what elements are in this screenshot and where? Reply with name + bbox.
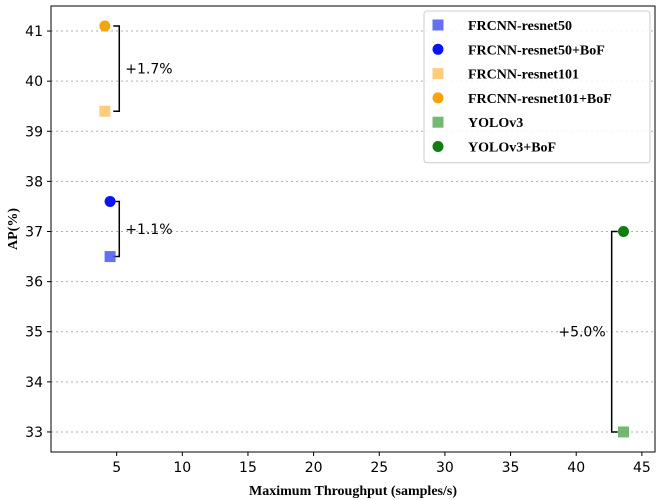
legend-entry: FRCNN-resnet50+BoF — [468, 43, 605, 58]
points-layer — [99, 20, 629, 438]
legend-entry: FRCNN-resnet101+BoF — [468, 92, 612, 107]
y-tick-label: 41 — [25, 24, 43, 40]
annotation-label: +5.0% — [558, 325, 605, 341]
x-tick-label: 15 — [239, 460, 257, 476]
x-tick-label: 30 — [436, 460, 454, 476]
data-point-circle — [104, 195, 116, 207]
legend-marker-circle — [432, 141, 444, 152]
y-tick-label: 39 — [25, 124, 43, 140]
x-tick-label: 35 — [502, 460, 520, 476]
x-tick-label: 40 — [567, 460, 585, 476]
data-point-square — [617, 426, 629, 438]
x-tick-label: 5 — [112, 460, 121, 476]
x-axis-label: Maximum Throughput (samples/s) — [249, 484, 457, 499]
legend-box — [423, 10, 651, 164]
annotation-label: +1.7% — [125, 62, 172, 78]
legend-entry: FRCNN-resnet50 — [468, 19, 572, 34]
legend-marker-square — [432, 68, 444, 80]
x-tick-label: 10 — [173, 460, 191, 476]
y-tick-label: 34 — [25, 375, 43, 391]
y-tick-label: 36 — [25, 275, 43, 291]
annotation-bracket — [113, 200, 121, 258]
annotation-bracket — [113, 25, 121, 112]
legend-entry: YOLOv3+BoF — [468, 141, 556, 156]
grid-layer — [51, 30, 655, 433]
annotation-bracket — [610, 230, 618, 433]
legend-marker-circle — [432, 43, 444, 55]
data-point-square — [99, 105, 111, 117]
annotation-label: +1.1% — [125, 222, 172, 238]
legend-marker-circle — [432, 92, 444, 104]
y-tick-label: 38 — [25, 174, 43, 190]
legend-marker-square — [432, 19, 444, 31]
legend-entry: FRCNN-resnet101 — [468, 68, 579, 83]
y-axis-label: AP(%) — [6, 208, 21, 250]
data-point-square — [104, 251, 116, 263]
legend: FRCNN-resnet50 FRCNN-resnet50+BoF FRCNN-re… — [423, 10, 651, 164]
data-point-circle — [99, 20, 111, 32]
x-tick-label: 45 — [633, 460, 651, 476]
plot-frame — [50, 5, 656, 453]
y-tick-label: 37 — [25, 225, 43, 241]
x-tick-label: 25 — [370, 460, 388, 476]
legend-marker-square — [432, 116, 444, 128]
y-tick-label: 33 — [25, 425, 43, 441]
ticks-layer: 33 34 35 36 37 38 39 40 41 5 10 15 20 25 30 35 40 45 — [25, 24, 651, 476]
y-tick-label: 40 — [25, 74, 43, 90]
legend-entry: YOLOv3 — [468, 116, 523, 131]
data-point-circle — [617, 226, 629, 238]
y-tick-label: 35 — [25, 325, 43, 341]
annotation-layer: +1.7% +1.1% +5.0% — [113, 25, 618, 433]
x-tick-label: 20 — [305, 460, 323, 476]
